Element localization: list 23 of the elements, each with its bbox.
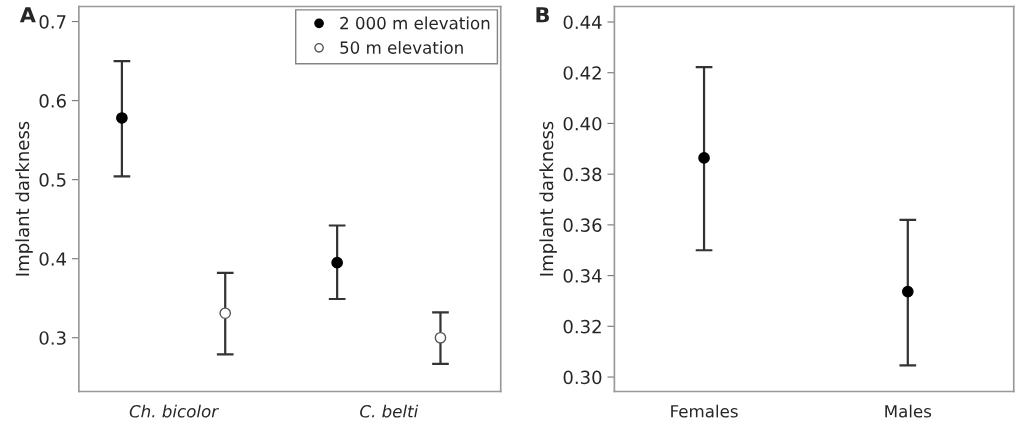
y-tick-label: 0.32 xyxy=(563,319,601,334)
y-axis-title: Implant darkness xyxy=(539,121,557,276)
x-tick-label: Ch. bicolor xyxy=(129,404,219,418)
y-tick-label: 0.40 xyxy=(563,116,602,131)
chart-title: A xyxy=(19,7,36,23)
y-tick-label: 0.34 xyxy=(563,269,602,283)
legend-label: 2 000 m elevation xyxy=(340,16,490,30)
legend-label: 50 m elevation xyxy=(340,40,463,54)
y-tick-label: 0.6 xyxy=(39,94,66,108)
y-tick-label: 0.5 xyxy=(39,173,66,187)
x-tick-label: Males xyxy=(885,404,932,418)
y-tick-label: 0.44 xyxy=(563,15,602,30)
y-tick-label: 0.3 xyxy=(39,331,66,345)
y-tick-label: 0.36 xyxy=(563,218,602,232)
y-tick-label: 0.38 xyxy=(563,167,602,182)
y-tick-label: 0.4 xyxy=(39,252,67,266)
y-tick-label: 0.30 xyxy=(563,370,602,385)
y-tick-label: 0.42 xyxy=(563,66,601,80)
chart-title: B xyxy=(536,7,549,23)
y-tick-label: 0.7 xyxy=(39,15,66,29)
x-tick-label: Females xyxy=(671,404,738,418)
y-axis-title: Implant darkness xyxy=(15,121,33,276)
x-tick-label: C. belti xyxy=(360,404,419,418)
